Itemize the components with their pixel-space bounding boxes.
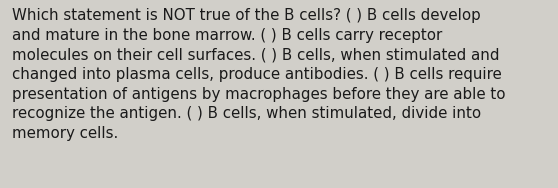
- Text: Which statement is NOT true of the B cells? ( ) B cells develop
and mature in th: Which statement is NOT true of the B cel…: [12, 8, 506, 141]
